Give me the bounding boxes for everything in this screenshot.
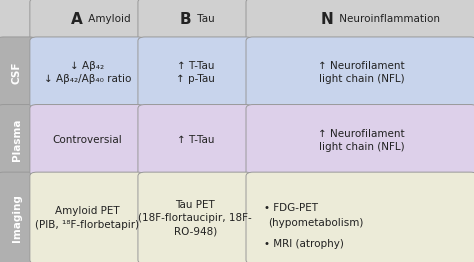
FancyBboxPatch shape <box>246 37 474 108</box>
FancyBboxPatch shape <box>246 0 474 41</box>
Text: ↓ Aβ₄₂
↓ Aβ₄₂/Aβ₄₀ ratio: ↓ Aβ₄₂ ↓ Aβ₄₂/Aβ₄₀ ratio <box>44 61 131 84</box>
FancyBboxPatch shape <box>30 0 145 41</box>
FancyBboxPatch shape <box>0 105 36 176</box>
Text: ↑ T-Tau
↑ p-Tau: ↑ T-Tau ↑ p-Tau <box>176 61 215 84</box>
Text: Amyloid: Amyloid <box>85 14 130 24</box>
Text: ↑ T-Tau: ↑ T-Tau <box>176 135 214 145</box>
Text: Plasma: Plasma <box>11 119 22 161</box>
Text: Neuroinflammation: Neuroinflammation <box>336 14 439 24</box>
FancyBboxPatch shape <box>0 0 36 41</box>
Text: A: A <box>71 12 82 27</box>
Text: ↑ Neurofilament
light chain (NFL): ↑ Neurofilament light chain (NFL) <box>319 61 405 84</box>
FancyBboxPatch shape <box>138 0 253 41</box>
FancyBboxPatch shape <box>30 105 145 176</box>
Text: B: B <box>180 12 191 27</box>
FancyBboxPatch shape <box>30 172 145 262</box>
FancyBboxPatch shape <box>0 172 36 262</box>
Text: ↑ Neurofilament
light chain (NFL): ↑ Neurofilament light chain (NFL) <box>319 129 405 152</box>
FancyBboxPatch shape <box>246 105 474 176</box>
FancyBboxPatch shape <box>246 172 474 262</box>
Text: Tau: Tau <box>194 14 215 24</box>
Text: Controversial: Controversial <box>52 135 122 145</box>
Text: • FDG-PET: • FDG-PET <box>264 203 318 212</box>
Text: Amyloid PET
(PIB, ¹⁸F-florbetapir): Amyloid PET (PIB, ¹⁸F-florbetapir) <box>35 206 139 230</box>
FancyBboxPatch shape <box>138 105 253 176</box>
FancyBboxPatch shape <box>138 172 253 262</box>
Text: Tau PET
(18F-flortaucipir, 18F-
RO-948): Tau PET (18F-flortaucipir, 18F- RO-948) <box>138 200 252 236</box>
FancyBboxPatch shape <box>138 37 253 108</box>
FancyBboxPatch shape <box>0 37 36 108</box>
FancyBboxPatch shape <box>30 37 145 108</box>
Text: (hypometabolism): (hypometabolism) <box>268 218 364 228</box>
Text: • MRI (atrophy): • MRI (atrophy) <box>264 239 344 249</box>
Text: N: N <box>320 12 333 27</box>
Text: CSF: CSF <box>11 61 22 84</box>
Text: Imaging: Imaging <box>11 194 22 242</box>
